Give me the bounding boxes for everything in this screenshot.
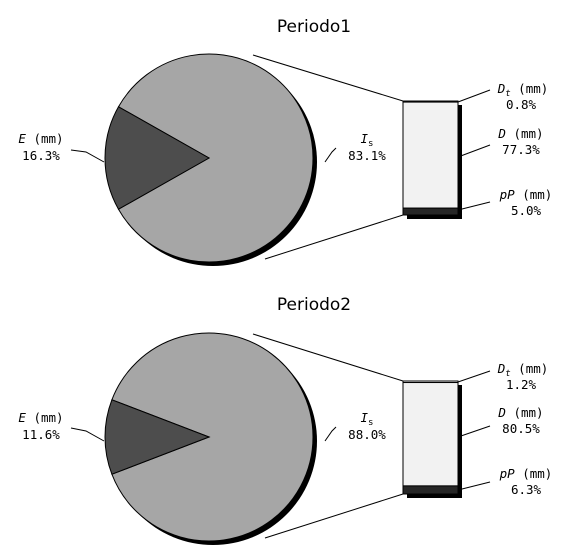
slice-label-is: Is [361, 410, 374, 428]
bar-segment-pp [402, 485, 459, 495]
bar-label-d: D (mm) [497, 126, 543, 141]
slice-value-is: 88.0% [348, 427, 386, 442]
bar-value-d: 80.5% [502, 421, 540, 436]
chart-periodo1: Periodo1 E (mm) 16.3% Is 83.1% Dt (mm) 0… [18, 17, 552, 266]
stacked-bar [402, 100, 462, 219]
pie-slice-is [111, 332, 314, 542]
bar-value-dt: 0.8% [506, 97, 537, 112]
pie [104, 53, 317, 266]
stacked-bar [402, 380, 462, 498]
bar-label-d: D (mm) [497, 405, 543, 420]
leader-line [324, 426, 337, 442]
leader-line [457, 144, 491, 158]
bar-value-pp: 6.3% [511, 482, 542, 497]
connector-line [252, 333, 404, 382]
bar-segment-d [402, 101, 459, 209]
leader-line [457, 481, 491, 491]
pie-slice-e [104, 399, 211, 475]
bar-label-dt: Dt (mm) [497, 81, 549, 99]
bar-label-dt: Dt (mm) [497, 361, 549, 379]
leader-line [70, 149, 105, 163]
bar-value-dt: 1.2% [506, 377, 537, 392]
bar-segment-pp [402, 207, 459, 216]
slice-label-e: E (mm) [18, 131, 63, 146]
bar-label-pp: pP (mm) [499, 187, 553, 202]
connector-line [264, 214, 404, 260]
bar-value-d: 77.3% [502, 142, 540, 157]
pie-slice-is [117, 53, 314, 263]
pie [104, 332, 317, 545]
chart-periodo2: Periodo2 E (mm) 11.6% Is 88.0% Dt (mm) 1… [18, 295, 552, 545]
bar-segment-d [402, 382, 459, 487]
chart-title: Periodo1 [277, 17, 351, 37]
slice-label-is: Is [361, 131, 374, 149]
bar-value-pp: 5.0% [511, 203, 542, 218]
leader-line [324, 147, 337, 163]
leader-line [457, 425, 491, 438]
pie-slice-e [104, 106, 211, 210]
slice-label-e: E (mm) [18, 410, 63, 425]
connector-line [264, 493, 404, 539]
slice-value-e: 11.6% [22, 427, 60, 442]
leader-line [70, 427, 105, 442]
chart-title: Periodo2 [277, 295, 351, 315]
leader-line [457, 89, 491, 103]
leader-line [457, 201, 491, 211]
slice-value-e: 16.3% [22, 148, 60, 163]
connector-line [252, 54, 404, 102]
slice-value-is: 83.1% [348, 148, 386, 163]
leader-line [457, 370, 491, 383]
bar-label-pp: pP (mm) [499, 466, 553, 481]
